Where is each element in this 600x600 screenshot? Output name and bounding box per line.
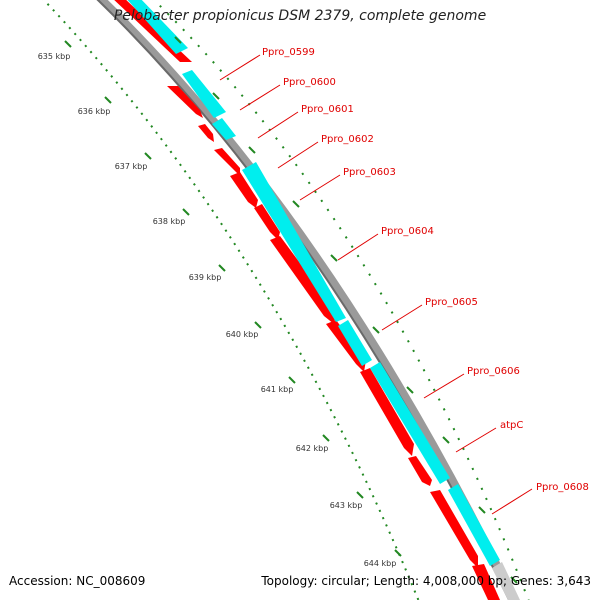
feature-block[interactable] <box>448 484 500 566</box>
kbp-ticks: 635 kbp 636 kbp 637 kbp 638 kbp 639 kbp 640 k… <box>38 40 402 568</box>
outer-tick <box>292 200 300 208</box>
kbp-tick <box>288 376 296 384</box>
gene-label[interactable]: Ppro_0600 <box>283 77 336 88</box>
outer-tick <box>174 36 182 44</box>
outer-ticks <box>174 36 518 584</box>
accession-label: Accession: NC_008609 <box>9 574 146 588</box>
cds-arrow[interactable] <box>270 236 336 324</box>
gene-label-leader <box>257 111 299 139</box>
cds-arrow[interactable] <box>230 172 258 208</box>
gene-label[interactable]: atpC <box>500 420 523 431</box>
gene-label-leader <box>239 84 281 111</box>
kbp-tick <box>254 321 262 329</box>
kbp-tick <box>394 549 402 557</box>
cds-arrow[interactable] <box>326 320 366 372</box>
feature-block[interactable] <box>370 362 450 484</box>
gene-label-leader <box>299 174 341 201</box>
cds-track <box>114 0 500 600</box>
gene-label[interactable]: Ppro_0603 <box>343 167 396 178</box>
gene-label-leader <box>423 373 465 399</box>
gene-label-leader <box>277 141 319 169</box>
outer-tick <box>406 386 414 394</box>
cds-arrow[interactable] <box>214 148 240 176</box>
gene-label-leader <box>491 488 533 515</box>
outer-tick <box>248 146 256 154</box>
outer-tick <box>478 506 486 514</box>
gene-label[interactable]: Ppro_0602 <box>321 134 374 145</box>
kbp-dotted-ring <box>42 0 420 600</box>
kbp-tick-label: 635 kbp <box>38 52 71 61</box>
gene-label[interactable]: Ppro_0608 <box>536 482 589 493</box>
kbp-tick-label: 639 kbp <box>189 273 222 282</box>
gene-label-leader <box>455 427 497 453</box>
feature-block[interactable] <box>124 0 188 54</box>
gene-label-leader <box>381 304 423 331</box>
feature-block[interactable] <box>182 70 226 118</box>
feature-block[interactable] <box>212 118 236 140</box>
outer-tick <box>330 254 338 262</box>
gene-label[interactable]: Ppro_0606 <box>467 366 520 377</box>
cds-arrow[interactable] <box>167 86 203 118</box>
topology-summary: Topology: circular; Length: 4,008,000 bp… <box>261 574 591 588</box>
cds-arrow[interactable] <box>198 124 214 142</box>
cds-arrow[interactable] <box>360 368 414 456</box>
gene-label[interactable]: Ppro_0605 <box>425 297 478 308</box>
gene-label-leader <box>337 233 379 261</box>
cds-arrow[interactable] <box>430 490 478 568</box>
kbp-tick-label: 641 kbp <box>261 385 294 394</box>
kbp-tick <box>144 152 152 160</box>
kbp-tick <box>322 434 330 442</box>
cds-arrow[interactable] <box>254 204 280 240</box>
kbp-tick-label: 638 kbp <box>153 217 186 226</box>
kbp-tick <box>218 264 226 272</box>
feature-block[interactable] <box>492 562 520 600</box>
feature-block[interactable] <box>242 162 346 322</box>
gene-label[interactable]: Ppro_0599 <box>262 47 315 58</box>
kbp-tick-label: 643 kbp <box>330 501 363 510</box>
gene-label[interactable]: Ppro_0604 <box>381 226 434 237</box>
kbp-tick <box>356 491 364 499</box>
kbp-tick <box>64 40 72 48</box>
kbp-tick-label: 636 kbp <box>78 107 111 116</box>
cds-arrow[interactable] <box>408 456 432 486</box>
gene-label[interactable]: Ppro_0601 <box>301 104 354 115</box>
feature-track <box>124 0 520 600</box>
kbp-tick-label: 640 kbp <box>226 330 259 339</box>
genome-title: Pelobacter propionicus DSM 2379, complet… <box>113 8 487 24</box>
outer-tick <box>212 92 220 100</box>
kbp-tick <box>104 96 112 104</box>
gene-label-leader <box>219 54 261 81</box>
feature-block[interactable] <box>338 320 372 366</box>
outer-tick <box>510 576 518 584</box>
kbp-tick <box>182 208 190 216</box>
gene-labels: Ppro_0599 Ppro_0600 Ppro_0601 Ppro_0602 Ppro… <box>219 47 589 515</box>
outer-tick <box>372 326 380 334</box>
outer-dotted-ring <box>152 0 530 600</box>
outer-tick <box>442 436 450 444</box>
kbp-tick-label: 644 kbp <box>364 559 397 568</box>
kbp-tick-label: 637 kbp <box>115 162 148 171</box>
cds-arrow[interactable] <box>472 564 500 600</box>
kbp-tick-label: 642 kbp <box>296 444 329 453</box>
